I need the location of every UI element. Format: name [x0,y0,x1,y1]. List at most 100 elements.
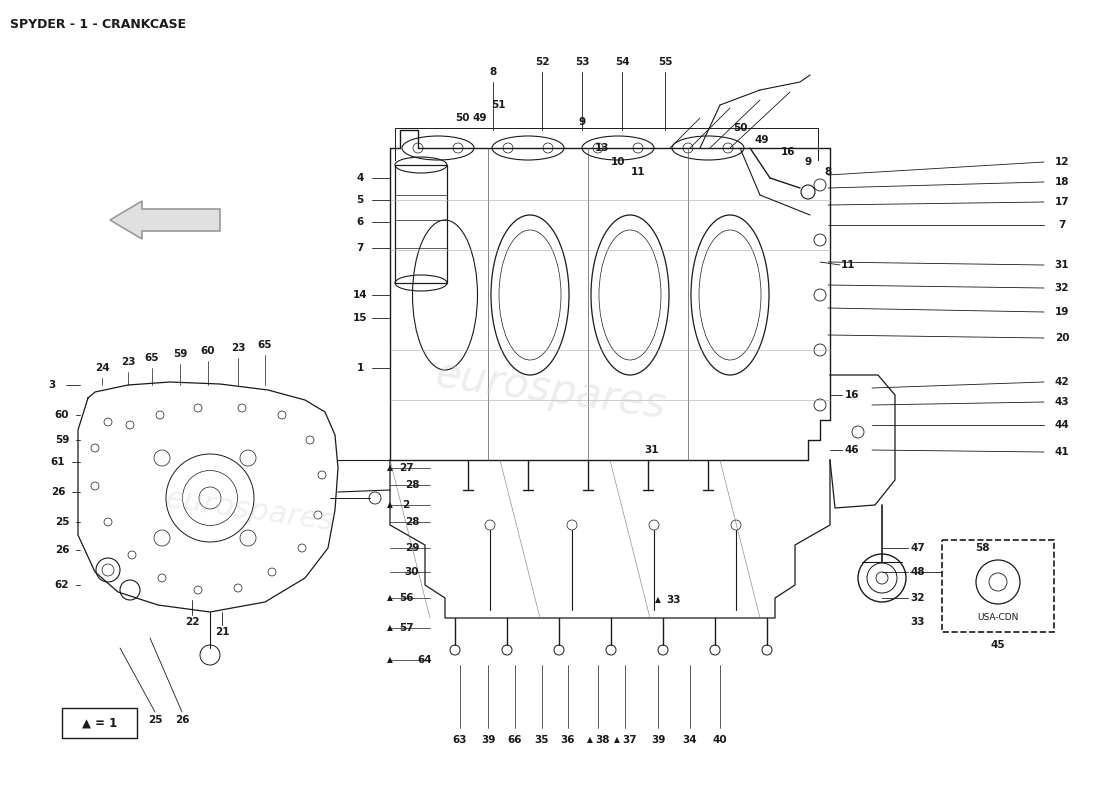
Text: 39: 39 [651,735,666,745]
Bar [942,540,1054,632]
Text: 65: 65 [145,353,160,363]
Text: 28: 28 [405,480,419,490]
Text: ▲: ▲ [387,501,393,510]
Text: 13: 13 [595,143,609,153]
Text: 26: 26 [175,715,189,725]
Text: ▲: ▲ [387,623,393,633]
Text: 54: 54 [615,57,629,67]
Text: 36: 36 [561,735,575,745]
Text: 17: 17 [1055,197,1069,207]
Text: 65: 65 [257,340,273,350]
Text: 25: 25 [147,715,163,725]
Text: eurospares: eurospares [432,353,668,427]
Text: 31: 31 [645,445,659,455]
Text: 48: 48 [911,567,925,577]
Text: 20: 20 [1055,333,1069,343]
Text: 32: 32 [1055,283,1069,293]
Text: 31: 31 [1055,260,1069,270]
Text: 4: 4 [356,173,364,183]
Text: 15: 15 [353,313,367,323]
Text: 35: 35 [535,735,549,745]
Text: 47: 47 [911,543,925,553]
Text: 10: 10 [610,157,625,167]
Text: 41: 41 [1055,447,1069,457]
Text: 39: 39 [481,735,495,745]
Text: USA-CDN: USA-CDN [977,614,1019,622]
Text: 44: 44 [1055,420,1069,430]
Text: ▲: ▲ [656,595,661,605]
Text: 7: 7 [356,243,364,253]
Text: 52: 52 [535,57,549,67]
Text: 63: 63 [453,735,468,745]
Text: 23: 23 [121,357,135,367]
Text: 27: 27 [398,463,414,473]
Text: 59: 59 [173,349,187,359]
Text: 56: 56 [398,593,414,603]
Text: 50: 50 [733,123,747,133]
Text: 61: 61 [51,457,65,467]
Text: 12: 12 [1055,157,1069,167]
Text: 62: 62 [55,580,69,590]
Text: 2: 2 [403,500,409,510]
Text: 21: 21 [214,627,229,637]
Text: 50: 50 [454,113,470,123]
Text: 57: 57 [398,623,414,633]
Text: 9: 9 [579,117,585,127]
Text: ▲: ▲ [587,735,593,745]
Text: ▲: ▲ [387,463,393,473]
Text: 16: 16 [845,390,859,400]
Text: 49: 49 [755,135,769,145]
Bar [395,165,447,283]
Text: 59: 59 [55,435,69,445]
Text: 42: 42 [1055,377,1069,387]
Text: 43: 43 [1055,397,1069,407]
Text: 9: 9 [804,157,812,167]
Text: 30: 30 [405,567,419,577]
Text: 38: 38 [596,735,611,745]
Text: 18: 18 [1055,177,1069,187]
Text: 45: 45 [991,640,1005,650]
Text: 64: 64 [418,655,432,665]
Text: eurospares: eurospares [164,484,337,536]
Text: 33: 33 [911,617,925,627]
Text: 16: 16 [781,147,795,157]
Text: 26: 26 [55,545,69,555]
FancyArrow shape [110,201,220,239]
Text: 7: 7 [1058,220,1066,230]
Text: 60: 60 [200,346,216,356]
Text: 40: 40 [713,735,727,745]
Text: 66: 66 [508,735,522,745]
Text: 8: 8 [824,167,832,177]
Text: 14: 14 [353,290,367,300]
Text: 49: 49 [473,113,487,123]
Text: 33: 33 [667,595,681,605]
Text: 11: 11 [630,167,646,177]
Text: 1: 1 [356,363,364,373]
Text: 55: 55 [658,57,672,67]
Bar [62,708,138,738]
Text: ▲: ▲ [387,655,393,665]
Text: ▲: ▲ [387,594,393,602]
Text: 60: 60 [55,410,69,420]
Text: 46: 46 [845,445,859,455]
Text: 34: 34 [683,735,697,745]
Text: 32: 32 [911,593,925,603]
Text: 6: 6 [356,217,364,227]
Text: 8: 8 [490,67,496,77]
Text: ▲: ▲ [614,735,620,745]
Text: 26: 26 [51,487,65,497]
Text: 37: 37 [623,735,637,745]
Text: 11: 11 [840,260,856,270]
Text: 5: 5 [356,195,364,205]
Text: 22: 22 [185,617,199,627]
Text: 25: 25 [55,517,69,527]
Text: 53: 53 [574,57,590,67]
Text: 29: 29 [405,543,419,553]
Text: 58: 58 [975,543,989,553]
Text: ▲ = 1: ▲ = 1 [82,717,118,730]
Text: 51: 51 [491,100,505,110]
Text: SPYDER - 1 - CRANKCASE: SPYDER - 1 - CRANKCASE [10,18,186,31]
Text: 23: 23 [231,343,245,353]
Text: 19: 19 [1055,307,1069,317]
Text: 24: 24 [95,363,109,373]
